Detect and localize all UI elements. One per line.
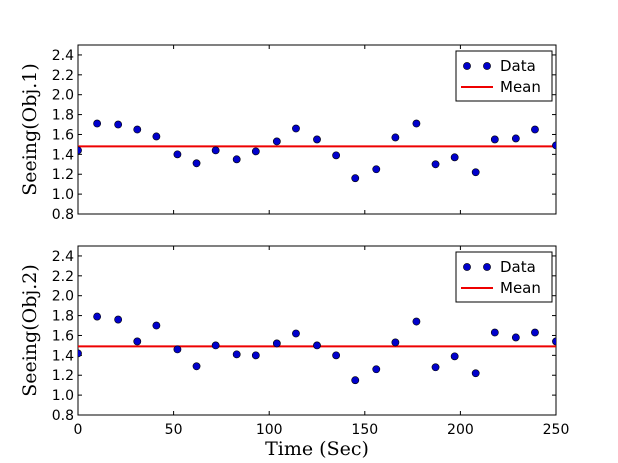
legend: Data Mean xyxy=(455,251,553,303)
legend-box xyxy=(455,50,553,102)
data-point xyxy=(351,376,360,385)
data-point xyxy=(431,160,440,169)
data-point xyxy=(531,125,539,134)
data-point xyxy=(332,151,341,160)
legend-box xyxy=(455,251,553,303)
data-point xyxy=(372,365,381,374)
data-point xyxy=(450,352,459,361)
y-tick-label: 1.0 xyxy=(52,187,74,203)
data-point xyxy=(292,329,300,338)
data-point xyxy=(490,135,499,144)
data-point xyxy=(552,141,556,150)
data-point xyxy=(173,345,182,354)
y-tick-label: 2.2 xyxy=(52,68,74,84)
legend-data-label: Data xyxy=(500,57,536,75)
y-tick-label: 1.2 xyxy=(52,368,74,384)
x-tick-label: 100 xyxy=(256,422,283,438)
data-point xyxy=(78,146,82,155)
x-tick-label: 200 xyxy=(447,422,474,438)
data-point xyxy=(211,341,220,350)
x-tick-label: 150 xyxy=(351,422,378,438)
data-point xyxy=(114,315,123,324)
data-point xyxy=(351,174,360,183)
data-point xyxy=(133,337,142,346)
data-point xyxy=(93,312,102,321)
x-axis-label: Time (Sec) xyxy=(265,438,369,460)
y-tick-label: 2.0 xyxy=(52,88,74,104)
legend-data-marker xyxy=(463,263,471,271)
data-point xyxy=(412,119,421,128)
data-point xyxy=(531,328,539,337)
data-point xyxy=(78,349,82,358)
data-point xyxy=(490,328,499,337)
data-point xyxy=(450,153,459,162)
y-tick-label: 0.8 xyxy=(52,207,74,223)
y-tick-label: 1.0 xyxy=(52,388,74,404)
data-point xyxy=(192,159,201,168)
data-point xyxy=(391,338,400,347)
x-tick-label: 50 xyxy=(165,422,183,438)
legend-mean-label: Mean xyxy=(500,78,541,96)
top-panel: 0.8 1.0 1.2 1.4 1.6 1.8 2.0 2.2 2.4 Seeing(Obj.1)… xyxy=(19,44,557,223)
y-tick-label: 1.2 xyxy=(52,167,74,183)
plot-area xyxy=(78,119,556,183)
data-point xyxy=(511,333,520,342)
data-point xyxy=(552,337,556,346)
data-point xyxy=(431,363,440,372)
y-tick-label: 1.8 xyxy=(52,309,74,325)
axes-frame xyxy=(77,44,557,215)
legend-data-label: Data xyxy=(500,258,536,276)
data-point xyxy=(152,132,161,141)
data-point xyxy=(272,339,281,348)
data-point xyxy=(313,341,321,350)
y-tick-label: 2.0 xyxy=(52,289,74,305)
x-tick-label: 250 xyxy=(543,422,570,438)
y-axis-label: Seeing(Obj.1) xyxy=(19,63,41,196)
bottom-panel: 0.8 1.0 1.2 1.4 1.6 1.8 2.0 2.2 2.4 0 50 100 150 200 2… xyxy=(19,245,570,460)
data-point xyxy=(192,362,201,371)
data-point xyxy=(511,134,520,143)
y-tick-label: 0.8 xyxy=(52,408,74,424)
axes-frame xyxy=(77,245,557,416)
legend: Data Mean xyxy=(455,50,553,102)
legend-mean-label: Mean xyxy=(500,279,541,297)
data-point xyxy=(332,351,341,360)
data-point xyxy=(232,155,241,164)
y-tick-label: 2.2 xyxy=(52,269,74,285)
data-point xyxy=(152,321,161,330)
legend-data-marker xyxy=(483,263,491,271)
data-point xyxy=(412,317,421,326)
legend-data-marker xyxy=(463,62,471,70)
data-point xyxy=(471,168,480,177)
data-point xyxy=(93,119,102,128)
y-tick-label: 1.4 xyxy=(52,348,74,364)
legend-data-marker xyxy=(483,62,491,70)
data-point xyxy=(211,146,220,155)
y-tick-label: 1.4 xyxy=(52,147,74,163)
y-axis-label: Seeing(Obj.2) xyxy=(19,264,41,397)
data-point xyxy=(372,165,381,174)
data-point xyxy=(114,120,123,129)
y-tick-label: 1.6 xyxy=(52,127,74,143)
data-point xyxy=(232,350,241,359)
x-tick-label: 0 xyxy=(74,422,83,438)
plot-area xyxy=(78,312,556,385)
y-tick-label: 2.4 xyxy=(52,249,74,265)
data-point xyxy=(272,137,281,146)
data-point xyxy=(471,369,480,378)
data-point xyxy=(292,124,300,133)
data-point xyxy=(173,150,182,159)
y-tick-label: 1.6 xyxy=(52,328,74,344)
y-tick-label: 2.4 xyxy=(52,48,74,64)
data-point xyxy=(251,147,260,156)
data-point xyxy=(313,135,321,144)
data-point xyxy=(391,133,400,142)
data-point xyxy=(251,351,260,360)
y-tick-label: 1.8 xyxy=(52,108,74,124)
data-point xyxy=(133,125,142,134)
